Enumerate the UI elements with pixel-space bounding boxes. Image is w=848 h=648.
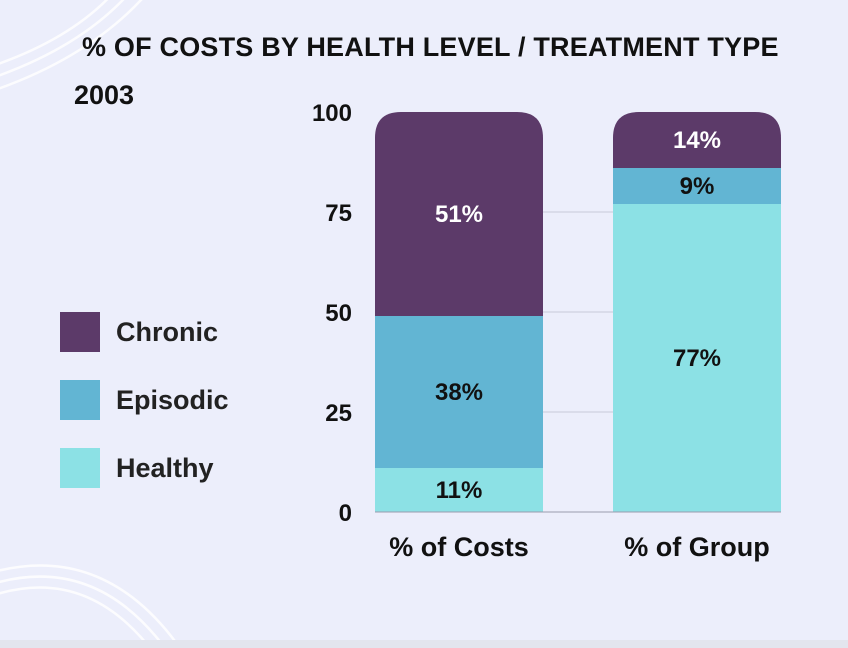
- legend-swatch-chronic: [60, 312, 100, 352]
- bar-chronic-1: [613, 112, 781, 168]
- x-category-label-1: % of Group: [624, 532, 769, 562]
- x-category-label-0: % of Costs: [389, 532, 529, 562]
- chart-subtitle: 2003: [74, 80, 135, 110]
- bar-chronic-0: [375, 112, 543, 316]
- legend-label-episodic: Episodic: [116, 384, 229, 415]
- bar-healthy-0: [375, 468, 543, 512]
- legend-item-chronic: Chronic: [60, 312, 218, 352]
- bar-episodic-1: [613, 168, 781, 204]
- legend-swatch-episodic: [60, 380, 100, 420]
- data-label-chronic-1: 14%: [673, 127, 721, 154]
- data-label-episodic-0: 38%: [435, 379, 483, 406]
- data-label-chronic-0: 51%: [435, 201, 483, 228]
- legend-swatch-healthy: [60, 448, 100, 488]
- bar-healthy-1: [613, 204, 781, 512]
- y-tick-label-100: 100: [312, 100, 352, 127]
- y-tick-label-25: 25: [325, 400, 352, 427]
- chart-title: % OF COSTS BY HEALTH LEVEL / TREATMENT T…: [82, 32, 779, 62]
- data-label-healthy-1: 77%: [673, 345, 721, 372]
- legend-label-chronic: Chronic: [116, 316, 219, 347]
- data-label-episodic-1: 9%: [680, 173, 715, 200]
- legend-item-episodic: Episodic: [60, 380, 229, 420]
- bar-episodic-0: [375, 316, 543, 468]
- y-tick-label-75: 75: [325, 200, 352, 227]
- legend-item-healthy: Healthy: [60, 448, 214, 488]
- data-label-healthy-0: 11%: [436, 477, 483, 504]
- y-tick-label-0: 0: [339, 500, 352, 527]
- legend-label-healthy: Healthy: [116, 452, 214, 483]
- y-tick-label-50: 50: [325, 300, 352, 327]
